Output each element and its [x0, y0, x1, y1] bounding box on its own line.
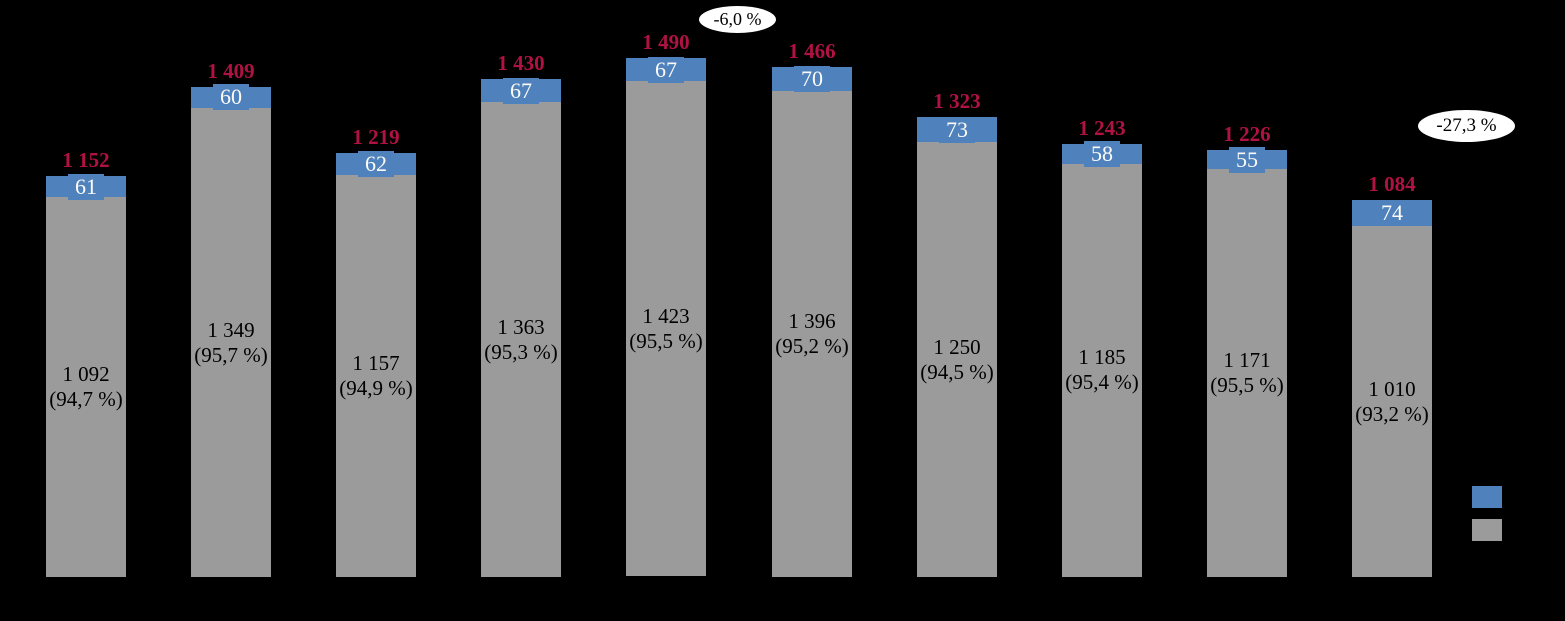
bar-segment-gray [917, 142, 997, 578]
bar-total-label: 1 430 [497, 51, 545, 75]
callout-minus-27-percent: -27,3 % [1418, 110, 1515, 142]
bar-group-5: 67 1 423 (95,5 %) [626, 56, 706, 577]
bar-segment-gray [1352, 225, 1432, 578]
bar-group-8: 58 1 185 (95,4 %) [1062, 141, 1142, 577]
bar-total-label: 1 490 [642, 30, 690, 54]
gray-segment-percent: (95,3 %) [484, 339, 558, 364]
bar-total-label: 1 226 [1223, 122, 1271, 146]
bar-total-label: 1 323 [933, 89, 981, 113]
bar-group-3: 62 1 157 (94,9 %) [336, 150, 416, 578]
bar-group-4: 67 1 363 (95,3 %) [481, 77, 561, 577]
gray-segment-value-label: 1 349 (95,7 %) [179, 318, 283, 368]
gray-segment-value: 1 010 [1368, 376, 1416, 401]
blue-segment-value-label: 60 [213, 84, 249, 111]
bar-total-label: 1 466 [788, 39, 836, 63]
legend-swatch-gray-series [1472, 519, 1502, 541]
blue-segment-value-label: 73 [939, 116, 975, 143]
blue-segment-value-label: 67 [503, 77, 539, 104]
gray-segment-percent: (95,7 %) [194, 342, 268, 367]
gray-segment-value-label: 1 396 (95,2 %) [760, 309, 864, 359]
bar-group-10: 74 1 010 (93,2 %) [1352, 199, 1432, 578]
gray-segment-value-label: 1 092 (94,7 %) [34, 362, 138, 412]
callout-minus-27-percent-text: -27,3 % [1436, 115, 1497, 136]
callout-minus-6-percent: -6,0 % [699, 6, 776, 33]
legend-swatch-blue-series [1472, 486, 1502, 508]
blue-segment-value-label: 55 [1229, 146, 1265, 173]
gray-segment-value-label: 1 423 (95,5 %) [614, 304, 718, 354]
gray-segment-value-label: 1 250 (94,5 %) [905, 335, 1009, 385]
blue-segment-value-label: 70 [794, 66, 830, 93]
gray-segment-percent: (94,7 %) [49, 387, 123, 412]
blue-segment-value-label: 61 [68, 173, 104, 200]
gray-segment-percent: (95,5 %) [629, 328, 703, 353]
bar-group-7: 73 1 250 (94,5 %) [917, 116, 997, 578]
bar-segment-gray [1062, 164, 1142, 577]
blue-segment-value-label: 62 [358, 150, 394, 177]
bar-segment-gray [1207, 169, 1287, 577]
bar-group-1: 61 1 092 (94,7 %) [46, 173, 126, 578]
gray-segment-value-label: 1 010 (93,2 %) [1340, 377, 1444, 427]
gray-segment-value: 1 171 [1223, 347, 1271, 372]
gray-segment-value-label: 1 363 (95,3 %) [469, 315, 573, 365]
bar-group-2: 60 1 349 (95,7 %) [191, 84, 271, 578]
bar-group-6: 70 1 396 (95,2 %) [772, 66, 852, 578]
gray-segment-value-label: 1 185 (95,4 %) [1050, 345, 1154, 395]
blue-segment-value-label: 67 [648, 56, 684, 83]
blue-segment-value-label: 58 [1084, 141, 1120, 168]
bar-group-9: 55 1 171 (95,5 %) [1207, 146, 1287, 577]
bar-segment-gray [626, 81, 706, 577]
bar-total-label: 1 084 [1368, 172, 1416, 196]
blue-segment-value-label: 74 [1374, 199, 1410, 226]
bar-segment-gray [336, 174, 416, 578]
callout-minus-6-percent-text: -6,0 % [713, 9, 762, 29]
bar-total-label: 1 409 [207, 59, 255, 83]
bar-segment-gray [772, 91, 852, 578]
gray-segment-value: 1 185 [1078, 345, 1126, 370]
gray-segment-percent: (95,2 %) [775, 334, 849, 359]
gray-segment-value-label: 1 171 (95,5 %) [1195, 348, 1299, 398]
gray-segment-value: 1 396 [788, 309, 836, 334]
bar-segment-gray [481, 102, 561, 577]
gray-segment-percent: (94,9 %) [339, 375, 413, 400]
bar-total-label: 1 243 [1078, 116, 1126, 140]
bar-total-label: 1 152 [62, 148, 110, 172]
gray-segment-value: 1 423 [642, 303, 690, 328]
gray-segment-value: 1 092 [62, 362, 110, 387]
gray-segment-value: 1 363 [497, 314, 545, 339]
gray-segment-percent: (95,5 %) [1210, 372, 1284, 397]
gray-segment-percent: (93,2 %) [1355, 401, 1429, 426]
bar-total-label: 1 219 [352, 125, 400, 149]
gray-segment-value: 1 157 [352, 350, 400, 375]
bar-segment-gray [46, 197, 126, 578]
gray-segment-percent: (95,4 %) [1065, 370, 1139, 395]
gray-segment-value: 1 250 [933, 334, 981, 359]
gray-segment-percent: (94,5 %) [920, 359, 994, 384]
gray-segment-value-label: 1 157 (94,9 %) [324, 351, 428, 401]
gray-segment-value: 1 349 [207, 317, 255, 342]
bar-segment-gray [191, 107, 271, 578]
